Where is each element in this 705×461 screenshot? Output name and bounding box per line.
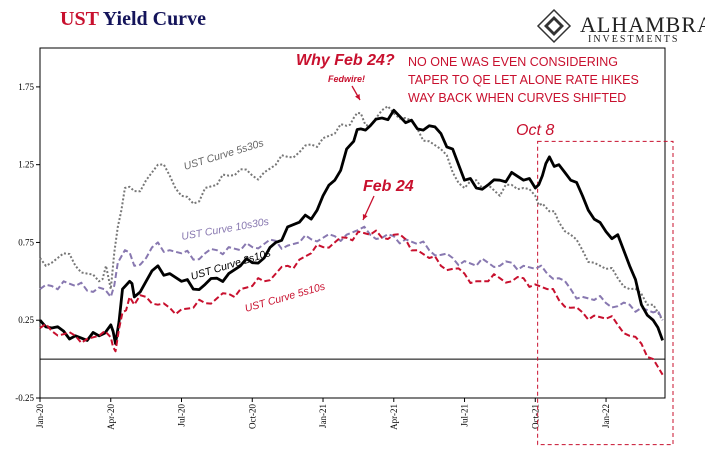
x-tick-label: Apr-20 (106, 404, 116, 430)
series-line-ust-curve-5s10s (39, 229, 664, 376)
logo-sub: INVESTMENTS (588, 34, 680, 45)
fedwire-arrow-head (355, 94, 360, 100)
oct8-annotation: Oct 8 (516, 122, 555, 139)
title-ust: UST (60, 8, 99, 30)
alhambra-logo-icon (536, 8, 572, 44)
x-tick-label: Jan-21 (318, 404, 328, 428)
series-line-ust-curve-2s10s (38, 108, 664, 345)
x-tick-label: Jul-21 (460, 404, 470, 427)
x-tick-label: Oct-21 (530, 404, 540, 429)
highlight-box (537, 140, 674, 446)
feb24-annotation: Feb 24 (363, 178, 414, 195)
no-one-line1: NO ONE WAS EVEN CONSIDERING (408, 55, 618, 69)
y-tick-label: 1.25 (18, 160, 34, 170)
fedwire-annotation: Fedwire! (328, 74, 366, 84)
title-rest: Yield Curve (98, 8, 206, 30)
series-label: UST Curve 2s10s (189, 247, 272, 283)
series-label: UST Curve 10s30s (180, 216, 270, 243)
logo-name: ALHAMBRA (580, 12, 705, 37)
series-line-ust-curve-10s30s (39, 225, 664, 321)
feb24-arrow-head (362, 214, 368, 220)
y-tick-label: -0.25 (15, 393, 34, 403)
x-tick-label: Oct-20 (247, 404, 257, 429)
no-one-line2: TAPER TO QE LET ALONE RATE HIKES (408, 73, 639, 87)
x-tick-label: Apr-21 (389, 404, 399, 430)
chart-title: UST Yield Curve (60, 8, 206, 31)
no-one-line3: WAY BACK WHEN CURVES SHIFTED (408, 91, 627, 105)
x-tick-label: Jan-22 (601, 404, 611, 428)
plot-frame (39, 47, 666, 399)
y-tick-label: 0.75 (18, 237, 34, 247)
why-feb24-annotation: Why Feb 24? (296, 52, 395, 69)
series-label: UST Curve 5s30s (182, 137, 265, 173)
x-tick-label: Jan-20 (35, 404, 45, 428)
x-tick-label: Jul-20 (177, 404, 187, 427)
y-tick-label: 0.25 (18, 315, 34, 325)
y-tick-label: 1.75 (18, 82, 34, 92)
series-line-ust-curve-5s30s (39, 105, 664, 321)
series-label: UST Curve 5s10s (244, 280, 328, 315)
